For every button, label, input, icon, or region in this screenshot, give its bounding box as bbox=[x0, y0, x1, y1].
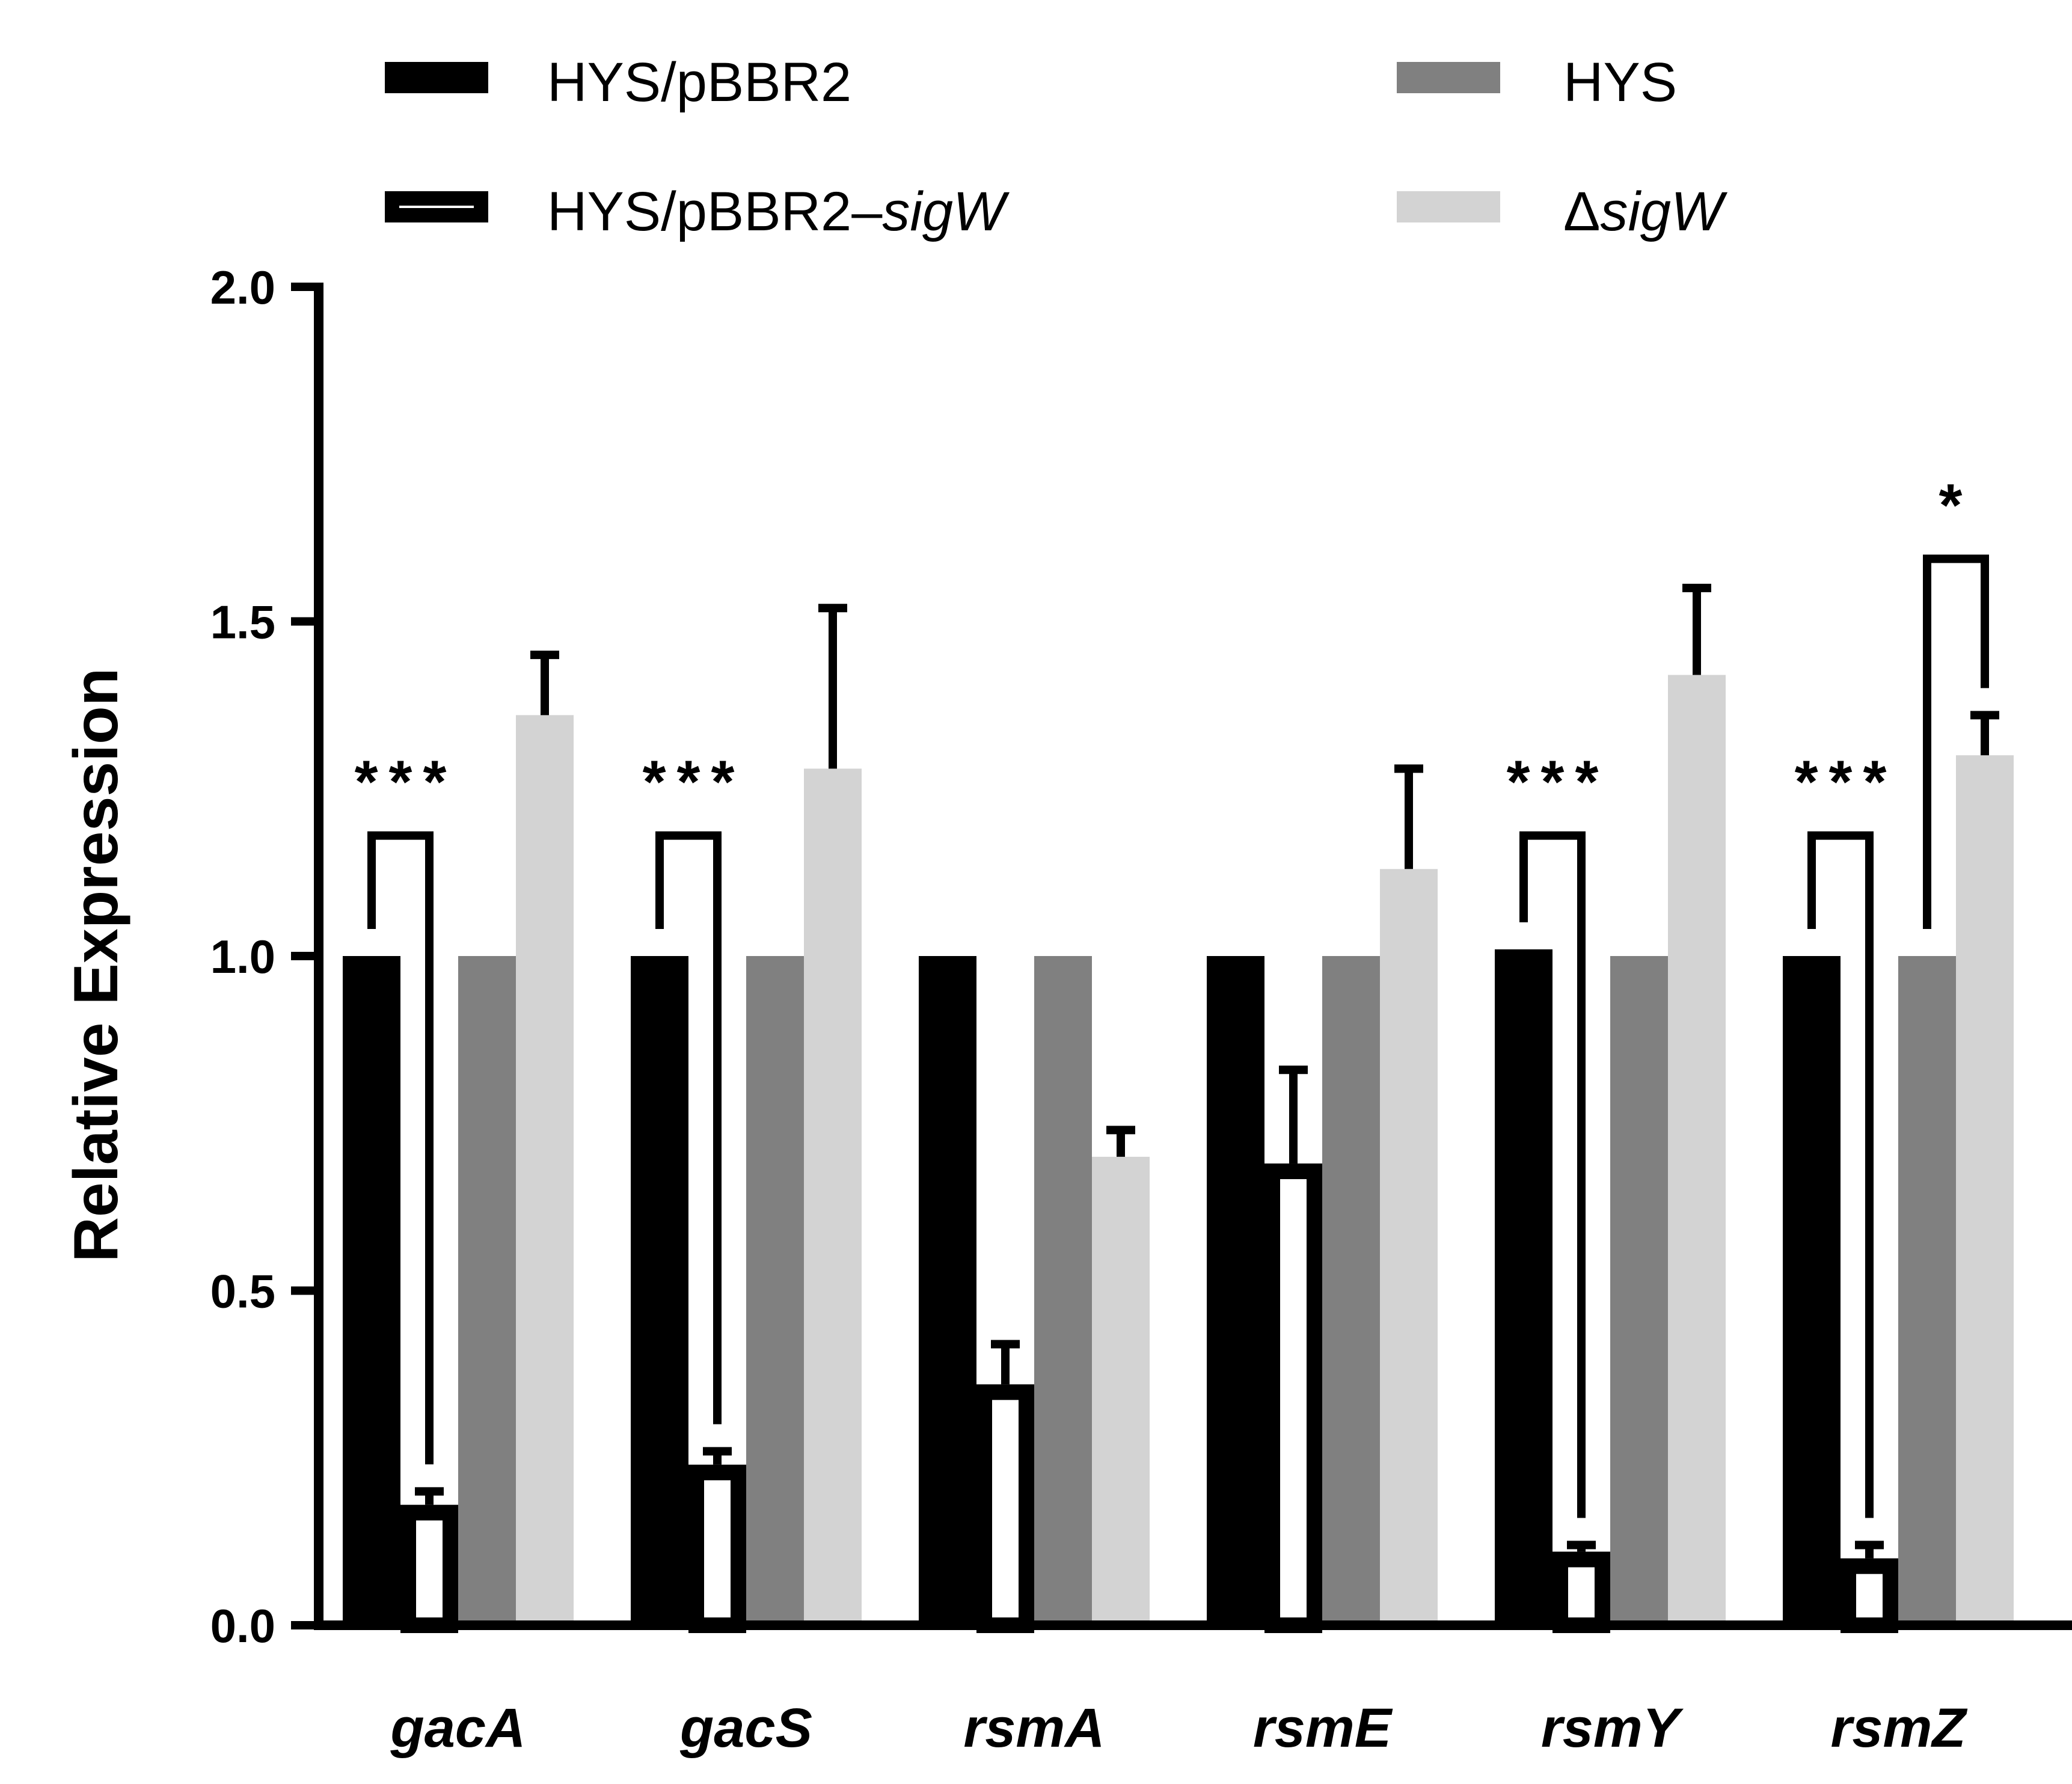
bar-hys-rsma bbox=[1034, 956, 1092, 1625]
significance-brackets: *** *** *** **** bbox=[355, 471, 1989, 1518]
bar-hys-pbbr2-rsme bbox=[1207, 956, 1264, 1625]
significance-label-rsmz-4: *** bbox=[1795, 749, 1898, 816]
legend-item-hys: HYS bbox=[1397, 52, 1677, 113]
bar-delta-sigw-rsmy bbox=[1668, 675, 1726, 1625]
legend-item-hys-pbbr2: HYS/pBBR2 bbox=[385, 52, 851, 113]
significance-label-rsmy-3: *** bbox=[1507, 749, 1610, 816]
y-tick-label-0-0: 0.0 bbox=[210, 1599, 275, 1652]
error-bar-delta-sigw-rsma bbox=[1106, 1126, 1135, 1157]
error-bar-hys-pbbr2-sigw-rsma bbox=[991, 1340, 1020, 1385]
legend-item-hys-pbbr2-sigw: HYS/pBBR2–sigW bbox=[385, 181, 1010, 242]
legend-label-hys-pbbr2-sigw: HYS/pBBR2–sigW bbox=[547, 181, 1010, 242]
significance-bracket-rsmy-3 bbox=[1519, 831, 1586, 1518]
bar-hys-pbbr2-sigw-gaca bbox=[400, 1504, 458, 1633]
significance-bracket-rsmz-5 bbox=[1923, 554, 1989, 929]
bar-delta-sigw-gaca bbox=[516, 715, 574, 1625]
y-tick-label-0-5: 0.5 bbox=[210, 1265, 275, 1318]
legend-label-hys-pbbr2: HYS/pBBR2 bbox=[547, 52, 851, 113]
x-category-label-gacs: gacS bbox=[679, 1697, 812, 1759]
legend-swatch-delta-sigw bbox=[1397, 191, 1500, 222]
y-tick-label-1-5: 1.5 bbox=[210, 596, 275, 649]
bar-hys-rsmy bbox=[1610, 956, 1668, 1625]
bar-hys-rsmz bbox=[1898, 956, 1956, 1625]
significance-label-gaca-1: *** bbox=[355, 749, 458, 816]
y-axis-title: Relative Expression bbox=[61, 668, 131, 1262]
y-tick-label-2-0: 2.0 bbox=[210, 261, 275, 314]
error-bar-hys-pbbr2-sigw-rsme bbox=[1279, 1065, 1308, 1164]
error-bar-delta-sigw-gaca bbox=[530, 651, 559, 716]
significance-bracket-gaca-1 bbox=[367, 831, 434, 1465]
bar-hys-pbbr2-rsmz bbox=[1783, 956, 1841, 1625]
bar-hys-pbbr2-sigw-rsmy bbox=[1552, 1551, 1610, 1634]
error-bar-delta-sigw-rsmy bbox=[1682, 583, 1711, 675]
error-bar-hys-pbbr2-sigw-rsmz bbox=[1855, 1540, 1884, 1559]
legend-label-hys: HYS bbox=[1563, 52, 1677, 113]
x-category-label-rsma: rsmA bbox=[963, 1697, 1105, 1759]
error-bar-delta-sigw-rsmz bbox=[1970, 711, 1999, 756]
y-tick-label-1-0: 1.0 bbox=[210, 930, 275, 983]
bar-hys-pbbr2-rsma bbox=[919, 956, 976, 1625]
error-bar-delta-sigw-rsme bbox=[1394, 764, 1423, 869]
bar-delta-sigw-rsme bbox=[1380, 869, 1438, 1625]
axes: 0.0 0.5 1.0 1.5 2.0 gacA gacS rsmA rsmE rsmY rsmZ bbox=[210, 261, 2072, 1759]
significance-bracket-gacs-2 bbox=[655, 831, 722, 1424]
bar-hys-pbbr2-sigw-gacs bbox=[688, 1464, 746, 1633]
bar-delta-sigw-rsma bbox=[1092, 1156, 1150, 1625]
bar-hys-pbbr2-gaca bbox=[343, 956, 400, 1625]
bar-hys-gacs bbox=[746, 956, 804, 1625]
legend-swatch-hys-pbbr2 bbox=[385, 62, 488, 93]
bar-hys-pbbr2-gacs bbox=[631, 956, 688, 1625]
bar-hys-pbbr2-sigw-rsma bbox=[976, 1384, 1034, 1634]
bar-hys-gaca bbox=[458, 956, 516, 1625]
bar-hys-pbbr2-rsmy bbox=[1495, 949, 1552, 1625]
significance-label-rsmz-5: * bbox=[1939, 471, 1973, 539]
x-category-label-rsmz: rsmZ bbox=[1831, 1697, 1969, 1759]
bar-hys-pbbr2-sigw-rsme bbox=[1264, 1163, 1322, 1633]
error-bar-hys-pbbr2-sigw-gaca bbox=[415, 1487, 444, 1505]
error-bar-hys-pbbr2-sigw-gacs bbox=[703, 1447, 732, 1465]
significance-label-gacs-2: *** bbox=[643, 749, 746, 816]
legend-swatch-hys-pbbr2-sigw bbox=[385, 191, 488, 222]
legend-swatch-hys bbox=[1397, 62, 1500, 93]
bar-hys-rsme bbox=[1322, 956, 1380, 1625]
significance-bracket-rsmz-4 bbox=[1807, 831, 1874, 1518]
x-category-label-rsme: rsmE bbox=[1253, 1697, 1393, 1759]
x-category-label-rsmy: rsmY bbox=[1541, 1697, 1684, 1759]
bar-delta-sigw-rsmz bbox=[1956, 755, 2014, 1625]
legend-label-delta-sigw: ΔsigW bbox=[1563, 181, 1728, 242]
error-bar-hys-pbbr2-sigw-rsmy bbox=[1567, 1540, 1596, 1552]
legend: HYS/pBBR2 HYS/pBBR2–sigW HYS ΔsigW bbox=[385, 52, 1728, 242]
error-bars bbox=[415, 583, 1999, 1559]
bar-delta-sigw-gacs bbox=[804, 768, 862, 1625]
bars bbox=[343, 675, 2014, 1634]
x-category-label-gaca: gacA bbox=[390, 1697, 526, 1759]
legend-item-delta-sigw: ΔsigW bbox=[1397, 181, 1728, 242]
bar-hys-pbbr2-sigw-rsmz bbox=[1841, 1558, 1898, 1633]
error-bar-delta-sigw-gacs bbox=[818, 604, 847, 769]
